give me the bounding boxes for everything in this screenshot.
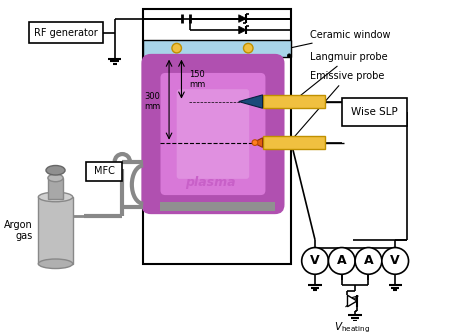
Bar — [143, 9, 291, 264]
Bar — [263, 136, 325, 149]
Circle shape — [172, 43, 182, 53]
Bar — [38, 197, 73, 264]
Text: Emissive probe: Emissive probe — [291, 71, 384, 140]
Polygon shape — [239, 95, 263, 108]
FancyBboxPatch shape — [177, 89, 249, 179]
Circle shape — [252, 140, 258, 145]
Text: Wise SLP: Wise SLP — [351, 107, 398, 117]
Ellipse shape — [38, 259, 73, 269]
Circle shape — [244, 43, 253, 53]
FancyBboxPatch shape — [161, 73, 265, 195]
Polygon shape — [253, 138, 263, 147]
Text: Ceramic window: Ceramic window — [292, 30, 391, 48]
Text: Langmuir probe: Langmuir probe — [292, 52, 388, 103]
FancyBboxPatch shape — [141, 54, 284, 214]
Text: Argon
gas: Argon gas — [4, 219, 33, 241]
Ellipse shape — [38, 192, 73, 202]
Text: plasma: plasma — [185, 176, 235, 189]
Circle shape — [355, 248, 382, 274]
Text: 150
mm: 150 mm — [189, 70, 205, 89]
Text: A: A — [337, 254, 346, 267]
Text: RF generator: RF generator — [34, 28, 98, 38]
Text: V: V — [391, 254, 400, 267]
Bar — [29, 22, 103, 43]
Bar — [342, 98, 407, 126]
Text: V: V — [310, 254, 320, 267]
Text: 300
mm: 300 mm — [144, 92, 161, 111]
Circle shape — [301, 248, 328, 274]
Ellipse shape — [46, 165, 65, 175]
Polygon shape — [239, 15, 246, 22]
Circle shape — [287, 54, 291, 58]
Bar — [86, 162, 122, 181]
Circle shape — [382, 248, 409, 274]
Bar — [143, 40, 291, 57]
Ellipse shape — [48, 174, 63, 182]
Text: MFC: MFC — [94, 166, 115, 176]
Text: $V_{\mathregular{heating}}$: $V_{\mathregular{heating}}$ — [334, 321, 370, 335]
Bar — [161, 202, 275, 211]
Text: A: A — [364, 254, 374, 267]
Circle shape — [328, 248, 355, 274]
Polygon shape — [239, 26, 246, 34]
Polygon shape — [347, 295, 357, 307]
Bar — [48, 178, 63, 199]
Bar — [263, 95, 325, 108]
